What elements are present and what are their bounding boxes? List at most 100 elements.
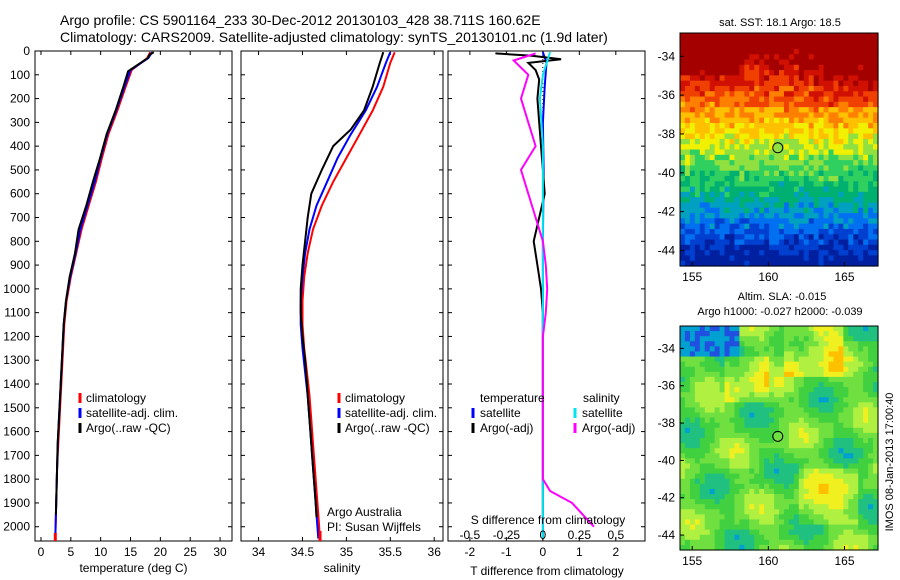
sla_map-cell	[848, 351, 854, 358]
sst_map-cell	[744, 250, 750, 257]
sst_map-cell	[838, 213, 844, 219]
sst_map-cell	[858, 239, 864, 246]
sla_map-cell	[754, 376, 760, 383]
sst_map-cell	[729, 85, 736, 92]
sst_map-cell	[793, 91, 800, 98]
sla_map-cell	[788, 392, 795, 398]
sst_map-cell	[759, 80, 765, 87]
sla_map-cell	[759, 346, 765, 353]
sst_map-cell	[788, 255, 795, 262]
sla_map-cell	[714, 473, 721, 480]
sla_map-cell	[704, 539, 711, 546]
sla_map-cell	[798, 417, 805, 424]
sst_map-cell	[734, 239, 740, 246]
sst_map-cell	[754, 123, 760, 129]
sla_map-cell	[704, 402, 711, 409]
sst_map-cell	[739, 133, 745, 140]
sla_map-cell	[813, 478, 820, 485]
sst_map-cell	[783, 128, 790, 135]
sla_map-cell	[729, 376, 736, 383]
sla_map-cell	[793, 514, 800, 521]
sla_map-cell	[779, 371, 785, 378]
sla_map-cell	[724, 351, 731, 358]
sst_map-cell	[729, 48, 736, 55]
sst_map-cell	[729, 75, 736, 82]
sst_map-cell	[724, 123, 731, 129]
sla_map-cell	[823, 499, 830, 505]
sst_map-cell	[684, 38, 691, 45]
sst_map-cell	[858, 170, 864, 177]
sst_map-cell	[729, 128, 736, 135]
sst_map-cell	[838, 260, 844, 267]
sst_map-cell	[818, 112, 825, 119]
sla_map-cell	[828, 483, 835, 490]
sla_map-cell	[734, 438, 740, 444]
sst_map-cell	[873, 117, 879, 124]
sla_map-cell	[704, 432, 711, 439]
sst_map-cell	[684, 117, 691, 124]
sla_map-cell	[699, 494, 706, 500]
sla_map-cell	[788, 499, 795, 505]
sla_map-cell	[714, 432, 721, 439]
sst_map-cell	[719, 149, 726, 156]
sst_map-cell	[680, 43, 686, 50]
sst_map-cell	[873, 154, 879, 161]
sst_map-cell	[699, 59, 706, 66]
sla_map-cell	[863, 534, 869, 541]
sla_map-cell	[704, 417, 711, 424]
sla_map-cell	[734, 371, 740, 378]
sla_map-cell	[714, 499, 721, 505]
sla_map-cell	[868, 499, 874, 505]
sla_map-cell	[694, 422, 701, 429]
sla_map-cell	[729, 412, 736, 419]
sla_map-cell	[848, 529, 854, 536]
sst_map-cell	[853, 138, 859, 145]
sla_map-cell	[734, 509, 740, 515]
sst_map-cell	[813, 75, 820, 82]
sst_map-cell	[754, 112, 760, 119]
sla_map-cell	[699, 361, 706, 368]
sst_map-cell	[853, 202, 859, 209]
sst_map-cell	[868, 107, 874, 114]
sla_map-cell	[724, 539, 731, 546]
sla_map-cell	[813, 483, 820, 490]
sla_map-cell	[828, 443, 835, 449]
sst_map-cell	[863, 43, 869, 50]
sla_map-cell	[838, 341, 844, 347]
sst_map-cell	[739, 75, 745, 82]
sla_map-cell	[823, 361, 830, 368]
sst_map-cell	[863, 181, 869, 188]
sst_map-cell	[759, 70, 765, 76]
sst_map-cell	[754, 213, 760, 219]
sla_map-cell	[868, 432, 874, 439]
sst_map-cell	[734, 85, 740, 92]
sla_map-cell	[833, 351, 839, 358]
sst_map-cell	[689, 43, 696, 50]
sla_map-cell	[873, 488, 879, 495]
sla_map-cell	[774, 331, 780, 337]
sst_map-cell	[714, 117, 721, 124]
sla_map-cell	[828, 438, 835, 444]
sst_map-cell	[684, 64, 691, 71]
sst_map-cell	[858, 191, 864, 198]
salinity-difference-tick: -0.5	[460, 528, 481, 542]
sla_map-cell	[793, 504, 800, 510]
sla_map-cell	[734, 514, 740, 521]
sla_map-cell	[863, 326, 869, 332]
sst_map-cell	[694, 38, 701, 45]
sst_map-cell	[858, 255, 864, 262]
sst_map-cell	[724, 202, 731, 209]
sst_map-cell	[798, 223, 805, 230]
sla_map-cell	[868, 544, 874, 551]
sst_map-cell	[788, 101, 795, 108]
sst_map-cell	[818, 43, 825, 50]
sla_map-cell	[779, 417, 785, 424]
sla_map-cell	[798, 483, 805, 490]
sla_map-cell	[848, 412, 854, 419]
sla_map-cell	[724, 519, 731, 526]
sst_map-cell	[848, 175, 854, 182]
sst_map-cell	[759, 170, 765, 177]
sla_map-cell	[798, 524, 805, 531]
sla_map-cell	[833, 529, 839, 536]
sst_map-cell	[863, 186, 869, 193]
